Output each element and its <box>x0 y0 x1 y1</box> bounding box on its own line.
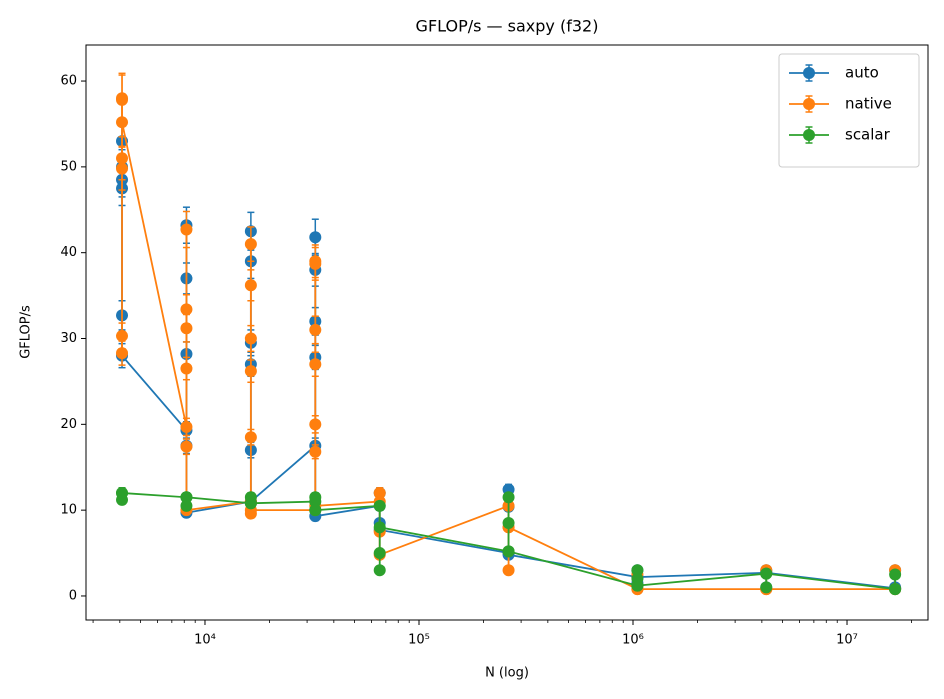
marker <box>244 279 257 292</box>
legend-frame <box>778 53 920 168</box>
marker <box>180 362 193 375</box>
y-tick-label: 20 <box>60 417 77 432</box>
y-tick-label: 60 <box>60 74 77 89</box>
y-tick-label: 40 <box>60 245 77 260</box>
y-tick-label: 10 <box>60 503 77 518</box>
marker <box>502 517 515 530</box>
legend-marker <box>803 98 815 110</box>
y-axis-label: GFLOP/s <box>19 305 34 359</box>
marker <box>244 332 257 345</box>
data-layer <box>116 72 902 596</box>
marker <box>889 583 902 596</box>
marker <box>309 445 322 458</box>
marker <box>116 347 129 360</box>
marker <box>309 504 322 517</box>
legend: auto native scalar <box>778 53 920 168</box>
marker <box>116 329 129 342</box>
marker <box>180 499 193 512</box>
x-tick-label: 10⁵ <box>408 633 430 648</box>
marker <box>180 303 193 316</box>
marker <box>760 581 773 594</box>
chart-title: GFLOP/s — saxpy (f32) <box>416 17 599 36</box>
marker <box>309 358 322 371</box>
legend-marker <box>803 67 815 79</box>
x-axis-label: N (log) <box>485 666 529 681</box>
marker <box>373 499 386 512</box>
marker <box>631 564 644 577</box>
marker <box>373 564 386 577</box>
marker <box>244 238 257 251</box>
legend-marker <box>803 129 815 141</box>
marker <box>116 152 129 165</box>
y-tick-label: 50 <box>60 159 77 174</box>
marker <box>180 491 193 504</box>
marker <box>180 223 193 236</box>
marker <box>244 365 257 378</box>
marker <box>309 418 322 431</box>
marker <box>180 322 193 335</box>
marker <box>244 497 257 510</box>
marker <box>116 116 129 129</box>
marker <box>180 420 193 433</box>
series-scalar <box>116 486 902 596</box>
marker <box>502 564 515 577</box>
marker <box>244 431 257 444</box>
marker <box>502 545 515 558</box>
marker <box>631 579 644 592</box>
marker <box>760 567 773 580</box>
marker <box>116 486 129 499</box>
marker <box>180 440 193 453</box>
x-tick-label: 10⁶ <box>622 633 644 648</box>
marker <box>309 231 322 244</box>
y-tick-label: 30 <box>60 331 77 346</box>
marker <box>889 568 902 581</box>
axes-frame <box>85 44 929 621</box>
legend-label: native <box>845 95 892 113</box>
y-tick-label: 0 <box>69 588 77 603</box>
legend-label: scalar <box>845 126 891 144</box>
legend-label: auto <box>845 64 879 82</box>
marker <box>309 257 322 270</box>
marker <box>373 521 386 534</box>
x-tick-label: 10⁴ <box>194 633 216 648</box>
marker <box>373 547 386 560</box>
marker <box>116 93 129 106</box>
marker <box>309 491 322 504</box>
marker <box>116 162 129 175</box>
marker <box>373 486 386 499</box>
marker <box>502 491 515 504</box>
marker <box>309 323 322 336</box>
x-tick-label: 10⁷ <box>836 633 858 648</box>
